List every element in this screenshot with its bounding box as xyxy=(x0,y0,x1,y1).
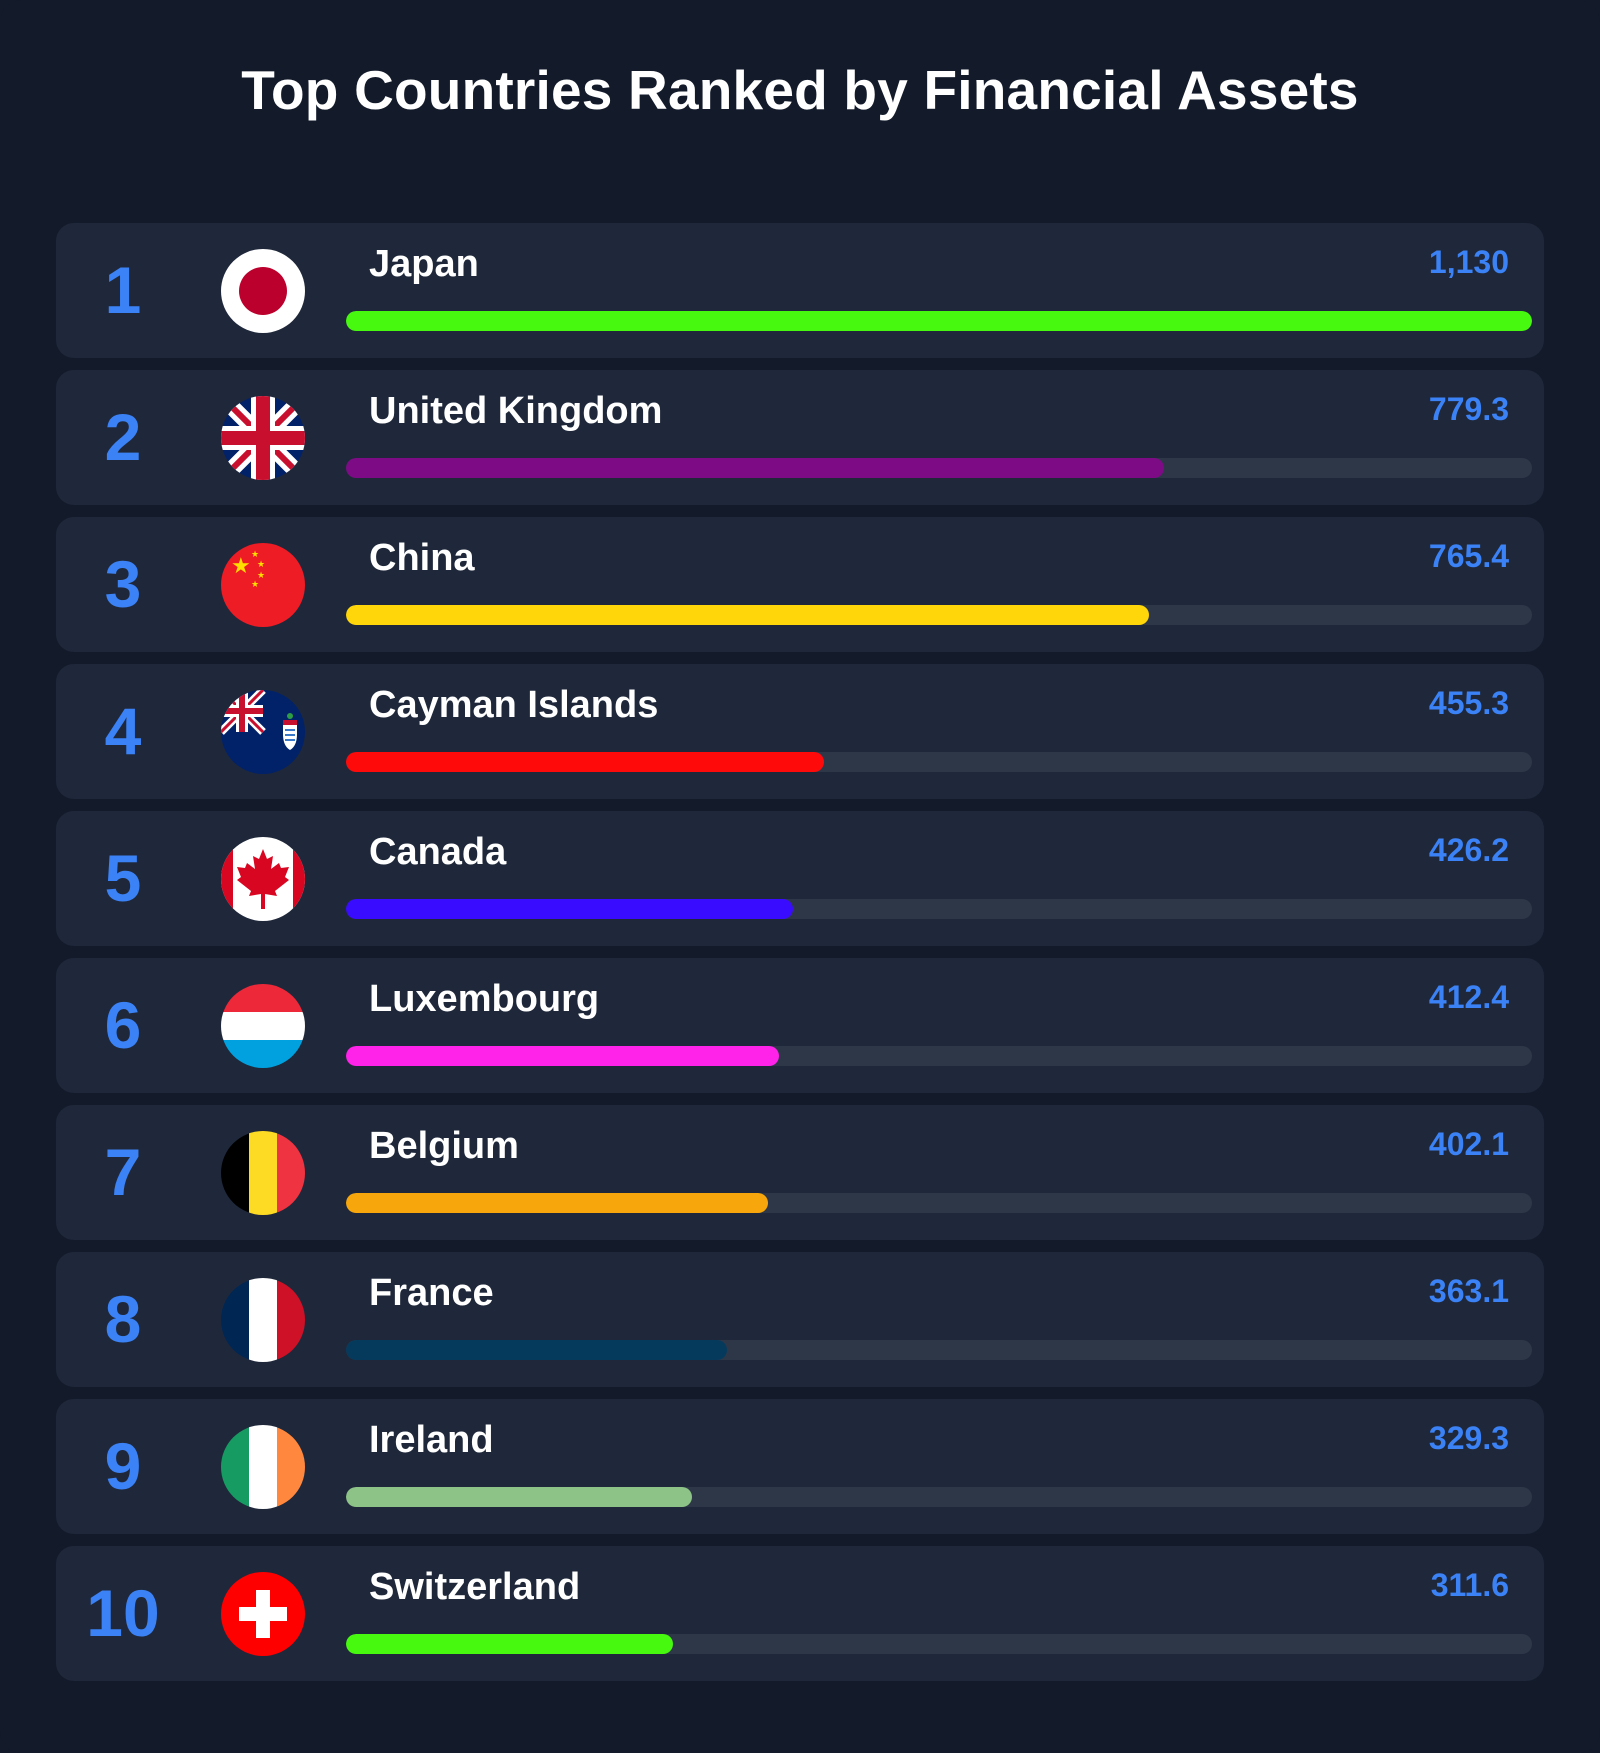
bar-fill xyxy=(346,899,794,919)
country-name: Japan xyxy=(369,243,479,285)
rank-number: 10 xyxy=(86,1576,160,1650)
ranking-row: 8 France 363.1 xyxy=(56,1252,1544,1387)
svg-text:★: ★ xyxy=(257,560,265,570)
value-label: 329.3 xyxy=(1428,1420,1509,1456)
ranking-row: 10 Switzerland 311.6 xyxy=(56,1546,1544,1681)
bar-track xyxy=(346,1193,1532,1213)
value-label: 779.3 xyxy=(1428,391,1509,427)
country-name: Canada xyxy=(369,831,507,873)
bar-fill xyxy=(346,1487,692,1507)
bar-track xyxy=(346,458,1532,478)
chart-title: Top Countries Ranked by Financial Assets xyxy=(241,59,1359,121)
bar-track xyxy=(346,1487,1532,1507)
switzerland-flag-icon xyxy=(221,1572,305,1656)
country-name: Belgium xyxy=(369,1125,519,1167)
united-kingdom-flag-icon xyxy=(221,396,305,480)
ranking-row: 6 Luxembourg 412.4 xyxy=(56,958,1544,1093)
bar-track xyxy=(346,899,1532,919)
canada-flag-icon xyxy=(221,837,305,921)
svg-text:★: ★ xyxy=(257,571,265,581)
country-name: China xyxy=(369,537,475,579)
ranking-row: 3 ★ ★ ★ ★ ★ China 765.4 xyxy=(56,517,1544,652)
rank-number: 9 xyxy=(104,1429,142,1503)
value-label: 765.4 xyxy=(1428,538,1509,574)
bar-fill xyxy=(346,1046,779,1066)
bar-track xyxy=(346,1340,1532,1360)
ranking-row: 2 United Kingdom 779.3 xyxy=(56,370,1544,505)
bar-fill xyxy=(346,311,1532,331)
bar-fill xyxy=(346,752,824,772)
country-name: Ireland xyxy=(369,1419,494,1461)
rank-number: 8 xyxy=(104,1282,142,1356)
bar-track xyxy=(346,752,1532,772)
bar-fill xyxy=(346,1193,769,1213)
value-label: 402.1 xyxy=(1428,1126,1509,1162)
svg-text:★: ★ xyxy=(251,550,259,560)
country-name: Luxembourg xyxy=(369,978,600,1020)
ranking-row: 1 Japan 1,130 xyxy=(56,223,1544,358)
value-label: 363.1 xyxy=(1428,1273,1509,1309)
rank-number: 2 xyxy=(104,400,142,474)
cayman-islands-flag-icon xyxy=(221,690,305,774)
france-flag-icon xyxy=(221,1278,305,1362)
ranking-row: 9 Ireland 329.3 xyxy=(56,1399,1544,1534)
bar-track xyxy=(346,605,1532,625)
bar-fill xyxy=(346,605,1150,625)
country-name: France xyxy=(369,1272,494,1314)
ranking-row: 7 Belgium 402.1 xyxy=(56,1105,1544,1240)
value-label: 1,130 xyxy=(1428,244,1509,280)
bar-track xyxy=(346,1046,1532,1066)
value-label: 455.3 xyxy=(1428,685,1509,721)
svg-text:★: ★ xyxy=(251,580,259,590)
bar-track xyxy=(346,311,1532,331)
china-flag-icon: ★ ★ ★ ★ ★ xyxy=(221,543,305,627)
japan-flag-icon xyxy=(221,249,305,333)
luxembourg-flag-icon xyxy=(221,984,305,1068)
belgium-flag-icon xyxy=(221,1131,305,1215)
value-label: 426.2 xyxy=(1428,832,1509,868)
rank-number: 1 xyxy=(104,253,142,327)
value-label: 412.4 xyxy=(1428,979,1509,1015)
ranking-list: 1 Japan 1,130 2 United Kin xyxy=(56,223,1544,1693)
bar-fill xyxy=(346,1340,728,1360)
rank-number: 7 xyxy=(104,1135,142,1209)
rank-number: 5 xyxy=(104,841,142,915)
country-name: Cayman Islands xyxy=(369,684,659,726)
country-name: Switzerland xyxy=(369,1566,581,1608)
rank-number: 6 xyxy=(104,988,142,1062)
bar-track xyxy=(346,1634,1532,1654)
ireland-flag-icon xyxy=(221,1425,305,1509)
value-label: 311.6 xyxy=(1430,1567,1509,1603)
country-name: United Kingdom xyxy=(369,390,663,432)
rank-number: 4 xyxy=(104,694,142,768)
bar-fill xyxy=(346,1634,674,1654)
rank-number: 3 xyxy=(104,547,142,621)
ranking-row: 5 Canada 426.2 xyxy=(56,811,1544,946)
svg-text:★: ★ xyxy=(231,554,251,579)
bar-fill xyxy=(346,458,1164,478)
ranking-row: 4 xyxy=(56,664,1544,799)
